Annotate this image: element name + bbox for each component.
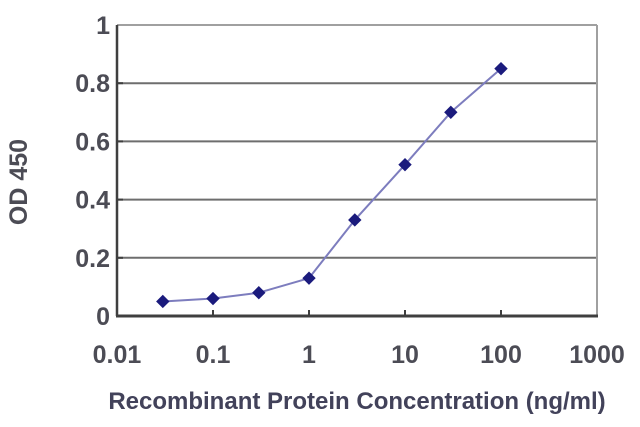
y-tick-label: 0.6 xyxy=(75,128,110,156)
x-tick-label: 1 xyxy=(302,341,316,369)
data-point-marker xyxy=(302,271,316,285)
gridlines xyxy=(117,82,597,259)
tick-labels: 0.01 0.1 1 10 100 1000 0 0.2 0.4 0.6 0.8 1 xyxy=(75,12,625,369)
x-tick-label: 10 xyxy=(391,341,419,369)
y-tick-label: 0.2 xyxy=(75,245,110,273)
y-axis-title: OD 450 xyxy=(5,139,33,225)
x-tick-label: 0.1 xyxy=(196,341,231,369)
y-tick-label: 0.4 xyxy=(75,187,110,215)
data-point-marker xyxy=(252,286,266,300)
x-tick-label: 1000 xyxy=(569,341,625,369)
y-tick-label: 0.8 xyxy=(75,70,110,98)
x-tick-label: 100 xyxy=(480,341,522,369)
data-point-marker xyxy=(494,61,508,76)
series-line xyxy=(161,67,502,303)
data-point-marker xyxy=(348,213,362,227)
data-point-marker xyxy=(444,105,458,120)
tick-marks xyxy=(117,82,502,316)
x-axis-title: Recombinant Protein Concentration (ng/ml… xyxy=(108,388,605,415)
y-tick-label: 1 xyxy=(96,12,110,40)
data-point-marker xyxy=(398,157,412,172)
y-tick-label: 0 xyxy=(96,303,110,331)
data-point-marker xyxy=(156,294,170,309)
x-tick-label: 0.01 xyxy=(93,341,142,369)
data-series xyxy=(156,61,508,309)
data-point-marker xyxy=(206,291,220,306)
plot-frame xyxy=(115,24,598,318)
